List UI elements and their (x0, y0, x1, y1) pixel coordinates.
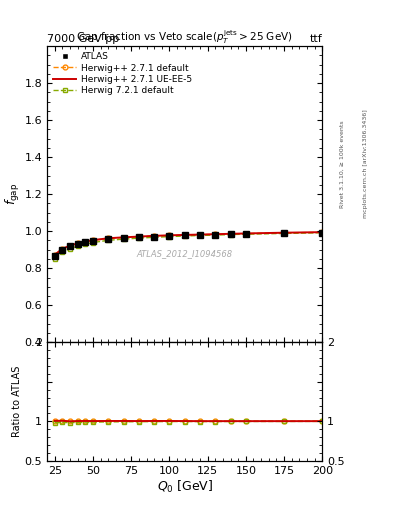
Y-axis label: Ratio to ATLAS: Ratio to ATLAS (12, 366, 22, 437)
Y-axis label: $f_{\rm gap}$: $f_{\rm gap}$ (4, 183, 22, 205)
Text: mcplots.cern.ch [arXiv:1306.3436]: mcplots.cern.ch [arXiv:1306.3436] (363, 110, 368, 218)
Text: ttf: ttf (310, 33, 322, 44)
Text: ATLAS_2012_I1094568: ATLAS_2012_I1094568 (137, 249, 233, 258)
Legend: ATLAS, Herwig++ 2.7.1 default, Herwig++ 2.7.1 UE-EE-5, Herwig 7.2.1 default: ATLAS, Herwig++ 2.7.1 default, Herwig++ … (51, 50, 195, 98)
Text: 7000 GeV pp: 7000 GeV pp (47, 33, 119, 44)
Text: Rivet 3.1.10, ≥ 100k events: Rivet 3.1.10, ≥ 100k events (340, 120, 344, 208)
X-axis label: $Q_0$ [GeV]: $Q_0$ [GeV] (156, 478, 213, 495)
Title: Gap fraction vs Veto scale($p_T^{\rm jets}>$25 GeV): Gap fraction vs Veto scale($p_T^{\rm jet… (76, 28, 293, 46)
